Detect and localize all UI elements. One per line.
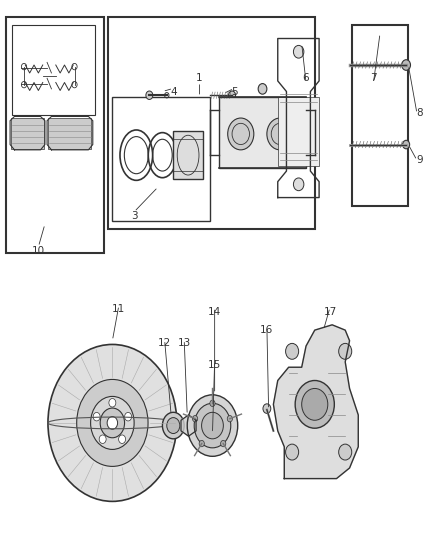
Circle shape [263, 404, 271, 414]
Text: 16: 16 [260, 325, 273, 335]
Circle shape [221, 440, 226, 447]
Circle shape [119, 435, 126, 443]
Circle shape [99, 435, 106, 443]
FancyBboxPatch shape [48, 118, 92, 149]
Text: 6: 6 [303, 73, 309, 83]
Text: 10: 10 [32, 246, 45, 256]
Circle shape [402, 60, 410, 70]
Circle shape [286, 444, 299, 460]
Circle shape [267, 118, 293, 150]
Circle shape [339, 444, 352, 460]
Circle shape [167, 418, 180, 433]
Circle shape [146, 91, 153, 100]
Circle shape [295, 381, 334, 428]
Circle shape [293, 45, 304, 58]
Text: 11: 11 [112, 304, 126, 314]
Circle shape [403, 140, 410, 149]
Text: 5: 5 [231, 86, 237, 96]
Circle shape [48, 344, 177, 502]
Text: 12: 12 [158, 338, 171, 349]
Circle shape [210, 400, 215, 407]
Circle shape [339, 343, 352, 359]
Text: 7: 7 [370, 73, 377, 83]
Text: 17: 17 [323, 306, 337, 317]
Text: 1: 1 [196, 73, 203, 83]
FancyBboxPatch shape [173, 131, 203, 179]
Circle shape [91, 397, 134, 449]
Circle shape [293, 178, 304, 191]
Circle shape [100, 408, 124, 438]
Text: 15: 15 [208, 360, 221, 369]
FancyBboxPatch shape [219, 97, 306, 168]
Circle shape [229, 91, 236, 100]
Circle shape [228, 118, 254, 150]
Polygon shape [273, 325, 358, 479]
FancyBboxPatch shape [278, 97, 319, 166]
Circle shape [227, 416, 233, 422]
Circle shape [125, 413, 131, 421]
Circle shape [187, 395, 238, 456]
Polygon shape [181, 415, 196, 436]
Circle shape [302, 389, 328, 420]
Text: 14: 14 [208, 306, 221, 317]
Circle shape [286, 343, 299, 359]
Circle shape [192, 416, 198, 422]
Circle shape [109, 399, 116, 407]
Circle shape [107, 417, 117, 429]
Circle shape [162, 413, 184, 439]
Text: 9: 9 [416, 156, 423, 165]
Text: 13: 13 [177, 338, 191, 349]
Circle shape [199, 440, 205, 447]
Circle shape [194, 403, 231, 448]
Text: 8: 8 [416, 108, 423, 118]
Circle shape [258, 84, 267, 94]
FancyBboxPatch shape [11, 118, 44, 149]
Circle shape [77, 379, 148, 466]
Text: 4: 4 [170, 86, 177, 96]
Circle shape [201, 413, 223, 439]
Circle shape [93, 413, 100, 421]
Text: 3: 3 [131, 211, 138, 221]
